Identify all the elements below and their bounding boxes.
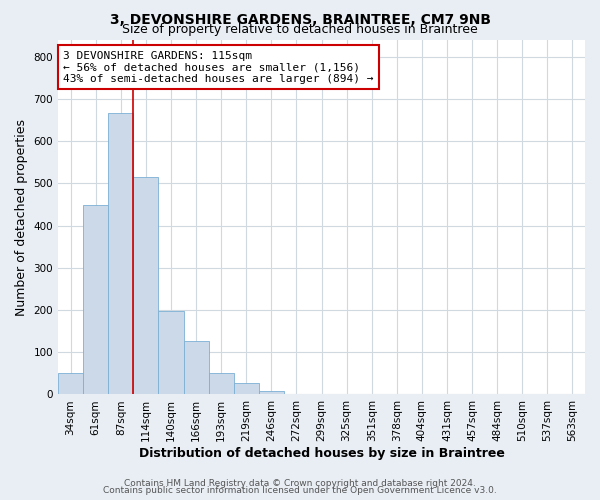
Text: 3, DEVONSHIRE GARDENS, BRAINTREE, CM7 9NB: 3, DEVONSHIRE GARDENS, BRAINTREE, CM7 9N… <box>110 12 491 26</box>
X-axis label: Distribution of detached houses by size in Braintree: Distribution of detached houses by size … <box>139 447 505 460</box>
Text: Contains HM Land Registry data © Crown copyright and database right 2024.: Contains HM Land Registry data © Crown c… <box>124 478 476 488</box>
Y-axis label: Number of detached properties: Number of detached properties <box>15 118 28 316</box>
Bar <box>259 391 284 394</box>
Bar <box>108 112 133 394</box>
Text: 3 DEVONSHIRE GARDENS: 115sqm
← 56% of detached houses are smaller (1,156)
43% of: 3 DEVONSHIRE GARDENS: 115sqm ← 56% of de… <box>64 50 374 84</box>
Bar <box>83 206 108 394</box>
Text: Size of property relative to detached houses in Braintree: Size of property relative to detached ho… <box>122 22 478 36</box>
Text: Contains public sector information licensed under the Open Government Licence v3: Contains public sector information licen… <box>103 486 497 495</box>
Bar <box>184 341 209 394</box>
Bar <box>209 374 233 394</box>
Bar <box>133 177 158 394</box>
Bar <box>58 374 83 394</box>
Bar <box>158 312 184 394</box>
Bar <box>233 383 259 394</box>
